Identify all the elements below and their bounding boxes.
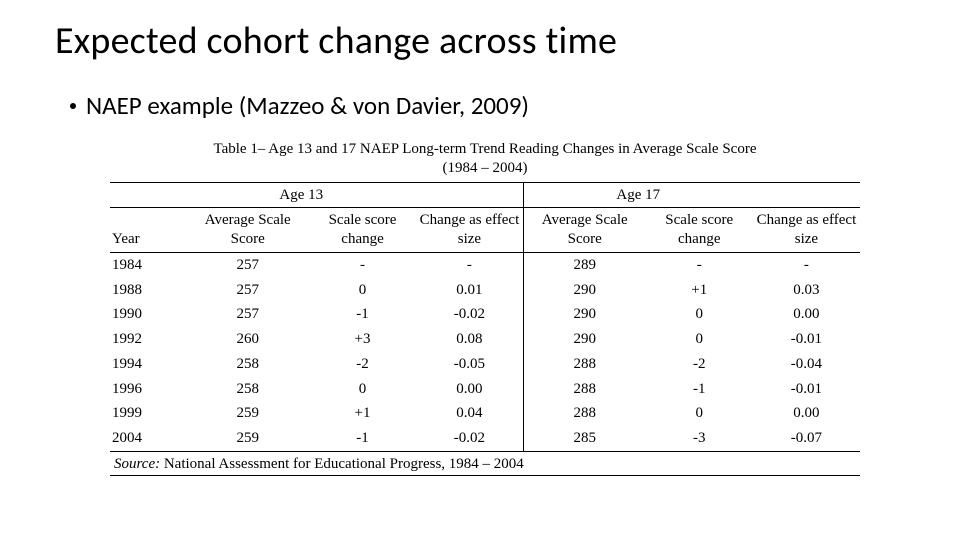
col-year-header: Year — [110, 208, 187, 253]
table-cell: 0.04 — [416, 401, 523, 426]
table-cell: -0.01 — [753, 377, 860, 402]
caption-line2: (1984 – 2004) — [443, 160, 528, 176]
table-cell: 290 — [523, 278, 645, 303]
table-cell: -3 — [646, 426, 753, 451]
table-cell: -0.07 — [753, 426, 860, 451]
table-cell: 290 — [523, 302, 645, 327]
table-cell: 285 — [523, 426, 645, 451]
table-cell: -0.02 — [416, 426, 523, 451]
table-row: 1990257-1-0.0229000.00 — [110, 302, 860, 327]
group-b-header: Age 17 — [523, 182, 753, 208]
group-b-spacer — [753, 182, 860, 208]
table-cell: 0.00 — [416, 377, 523, 402]
table-cell: 1994 — [110, 352, 187, 377]
bullet-item: NAEP example (Mazzeo & von Davier, 2009) — [70, 90, 529, 121]
table-cell: 1992 — [110, 327, 187, 352]
col-b-eff-header: Change as effect size — [753, 208, 860, 253]
table-cell: -1 — [309, 426, 416, 451]
table-cell: 0.00 — [753, 401, 860, 426]
table-cell: 1984 — [110, 252, 187, 277]
table-row: 1999259+10.0428800.00 — [110, 401, 860, 426]
table-cell: +1 — [309, 401, 416, 426]
table-cell: 260 — [187, 327, 309, 352]
table-cell: 0 — [646, 401, 753, 426]
table-cell: 290 — [523, 327, 645, 352]
table-cell: 257 — [187, 302, 309, 327]
table-cell: 0 — [646, 302, 753, 327]
table-cell: 259 — [187, 401, 309, 426]
table-cell: 0 — [309, 278, 416, 303]
table-cell: -0.02 — [416, 302, 523, 327]
col-a-chg-header: Scale score change — [309, 208, 416, 253]
table-cell: 0 — [309, 377, 416, 402]
col-a-eff-header: Change as effect size — [416, 208, 523, 253]
group-a-spacer — [416, 182, 523, 208]
table-cell: 1990 — [110, 302, 187, 327]
table-row: 199625800.00288-1-0.01 — [110, 377, 860, 402]
table-cell: -2 — [309, 352, 416, 377]
table-caption: Table 1– Age 13 and 17 NAEP Long-term Tr… — [110, 140, 860, 178]
table-cell: 288 — [523, 377, 645, 402]
table-cell: 0.01 — [416, 278, 523, 303]
table-cell: 0.00 — [753, 302, 860, 327]
table-cell: 0.03 — [753, 278, 860, 303]
table-cell: 288 — [523, 352, 645, 377]
group-header-row: Age 13 Age 17 — [110, 182, 860, 208]
table-cell: - — [646, 252, 753, 277]
table-cell: 257 — [187, 252, 309, 277]
table-cell: 2004 — [110, 426, 187, 451]
table-source: Source: National Assessment for Educatio… — [110, 451, 860, 473]
bullet-text: NAEP example (Mazzeo & von Davier, 2009) — [86, 90, 529, 121]
table-cell: 1988 — [110, 278, 187, 303]
table-cell: 259 — [187, 426, 309, 451]
table-cell: - — [309, 252, 416, 277]
table-cell: 258 — [187, 377, 309, 402]
table-row: 2004259-1-0.02285-3-0.07 — [110, 426, 860, 451]
column-header-row: Year Average Scale Score Scale score cha… — [110, 208, 860, 253]
table-cell: +1 — [646, 278, 753, 303]
table-cell: 288 — [523, 401, 645, 426]
data-table: Age 13 Age 17 Year Average Scale Score S… — [110, 182, 860, 451]
table-cell: 289 — [523, 252, 645, 277]
slide: Expected cohort change across time NAEP … — [0, 0, 960, 540]
table-row: 198825700.01290+10.03 — [110, 278, 860, 303]
source-wrap: Source: National Assessment for Educatio… — [110, 451, 860, 476]
bullet-dot-icon — [70, 103, 76, 109]
table-row: 1994258-2-0.05288-2-0.04 — [110, 352, 860, 377]
table-cell: -2 — [646, 352, 753, 377]
blank-header — [110, 182, 187, 208]
table-cell: 0 — [646, 327, 753, 352]
table-cell: -0.01 — [753, 327, 860, 352]
table-cell: 1999 — [110, 401, 187, 426]
table-cell: 0.08 — [416, 327, 523, 352]
table-cell: -1 — [646, 377, 753, 402]
col-b-avg-header: Average Scale Score — [523, 208, 645, 253]
table-row: 1992260+30.082900-0.01 — [110, 327, 860, 352]
table-cell: 258 — [187, 352, 309, 377]
page-title: Expected cohort change across time — [55, 18, 617, 64]
group-a-header: Age 13 — [187, 182, 417, 208]
table-body: 1984257--289--198825700.01290+10.0319902… — [110, 252, 860, 451]
source-text: National Assessment for Educational Prog… — [160, 456, 524, 472]
caption-line1: Table 1– Age 13 and 17 NAEP Long-term Tr… — [213, 141, 756, 157]
table-cell: - — [416, 252, 523, 277]
col-a-avg-header: Average Scale Score — [187, 208, 309, 253]
source-label: Source: — [114, 456, 160, 472]
col-b-chg-header: Scale score change — [646, 208, 753, 253]
table-cell: +3 — [309, 327, 416, 352]
table-cell: 1996 — [110, 377, 187, 402]
table-row: 1984257--289-- — [110, 252, 860, 277]
table-cell: -1 — [309, 302, 416, 327]
table-figure: Table 1– Age 13 and 17 NAEP Long-term Tr… — [110, 140, 860, 476]
table-cell: -0.05 — [416, 352, 523, 377]
table-cell: - — [753, 252, 860, 277]
table-cell: -0.04 — [753, 352, 860, 377]
table-cell: 257 — [187, 278, 309, 303]
